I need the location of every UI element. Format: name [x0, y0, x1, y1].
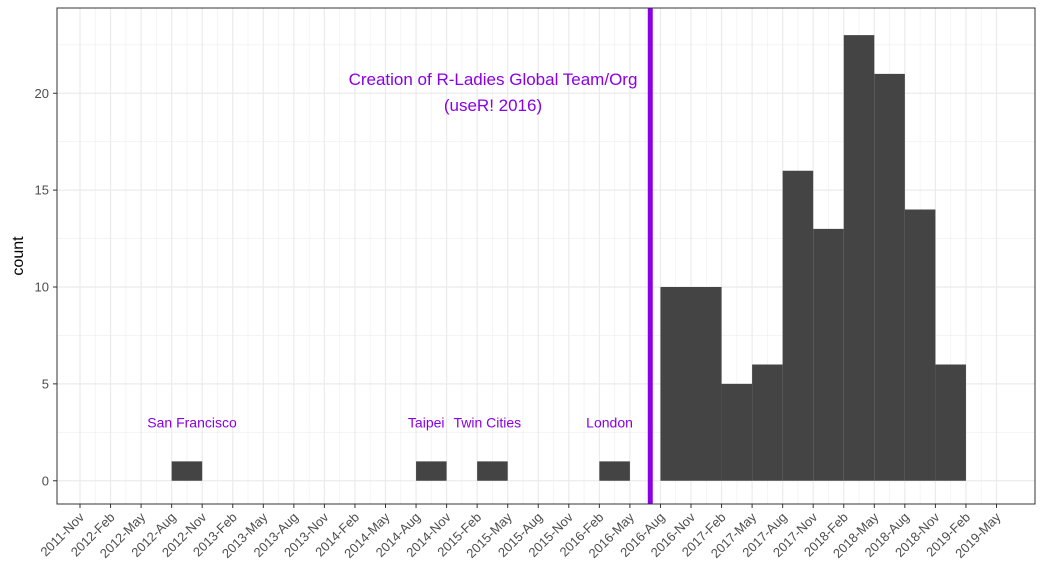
y-tick-label: 5: [42, 376, 49, 391]
y-tick-label: 0: [42, 473, 49, 488]
y-tick-label: 10: [35, 280, 49, 295]
y-axis-title: count: [10, 236, 27, 276]
histogram-bar: [660, 287, 691, 481]
histogram-bar: [477, 461, 508, 481]
histogram-bar: [935, 364, 966, 481]
histogram-bar: [813, 228, 844, 481]
x-axis: 2011-Nov2012-Feb2012-May2012-Aug2012-Nov…: [37, 504, 1004, 561]
histogram-bar: [599, 461, 630, 481]
y-tick-label: 20: [35, 86, 49, 101]
panel-border: [56, 7, 1036, 505]
histogram-bar: [171, 461, 203, 481]
histogram-bar: [721, 383, 753, 481]
y-axis: 0 5 10 15 20: [35, 86, 57, 488]
annotation-label: Twin Cities: [453, 415, 521, 431]
histogram-bar: [874, 73, 905, 481]
histogram-bars: [171, 35, 966, 481]
annotation-group: San Francisco Taipei Twin Cities London: [147, 415, 633, 431]
histogram-bar: [691, 287, 722, 481]
histogram-bar: [782, 170, 814, 481]
reference-line-group: Creation of R-Ladies Global Team/Org (use…: [349, 8, 653, 504]
y-tick-label: 15: [35, 183, 49, 198]
histogram-bar: [416, 461, 447, 481]
minor-gridlines: [57, 8, 1035, 504]
annotation-label: London: [586, 415, 633, 431]
histogram-bar: [752, 364, 783, 481]
histogram-bar: [843, 35, 875, 481]
histogram-bar: [904, 209, 936, 481]
annotation-label: Taipei: [408, 415, 445, 431]
annotation-label: San Francisco: [147, 415, 237, 431]
reference-line-label: Creation of R-Ladies Global Team/Org: [349, 70, 638, 89]
reference-line-label: (useR! 2016): [444, 96, 542, 115]
